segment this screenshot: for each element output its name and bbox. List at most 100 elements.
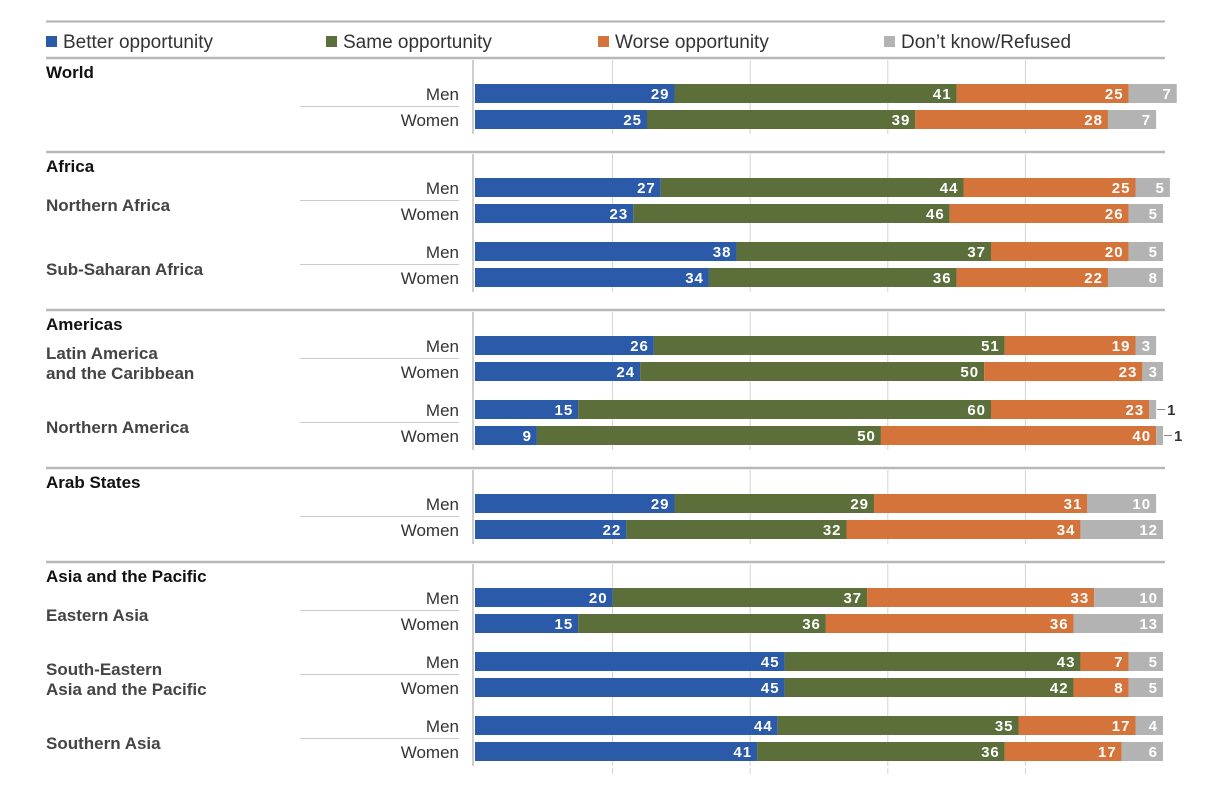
bar-segment xyxy=(1128,204,1163,223)
bar-segment xyxy=(640,362,985,381)
bar-value-label: 5 xyxy=(1149,680,1158,697)
bar-segment xyxy=(674,494,875,513)
bar-value-label: 10 xyxy=(1132,496,1151,513)
gender-label: Men xyxy=(426,179,459,198)
bar-value-label: 60 xyxy=(967,402,986,419)
bar-value-label: 23 xyxy=(610,206,629,223)
bar-value-label: 33 xyxy=(1071,590,1090,607)
region-label: World xyxy=(46,63,94,82)
bar-segment xyxy=(1107,268,1163,287)
bar-value-label: 3 xyxy=(1149,364,1158,381)
gender-label: Men xyxy=(426,653,459,672)
bar-value-label: 5 xyxy=(1149,244,1158,261)
bar-value-label: 29 xyxy=(651,86,670,103)
gender-label: Men xyxy=(426,495,459,514)
bar-value-label: 51 xyxy=(981,338,1000,355)
bar-value-label: 15 xyxy=(555,616,574,633)
bar-value-label: 44 xyxy=(940,180,959,197)
subregion-label: Eastern Asia xyxy=(46,606,149,625)
bar-segment xyxy=(825,614,1074,633)
region-label: Africa xyxy=(46,157,95,176)
bar-segment xyxy=(1073,614,1163,633)
bar-segment xyxy=(1135,178,1170,197)
legend-swatch xyxy=(598,36,609,47)
bar-value-label: 8 xyxy=(1149,270,1158,287)
bar-value-label: 25 xyxy=(1112,180,1131,197)
bar-value-label: 42 xyxy=(1050,680,1069,697)
bar-segment xyxy=(1135,336,1157,355)
bar-value-label: 38 xyxy=(713,244,732,261)
bar-segment xyxy=(1128,652,1163,671)
subregion-label-line: and the Caribbean xyxy=(46,364,194,383)
bar-value-label: 5 xyxy=(1149,654,1158,671)
bar-segment xyxy=(475,716,778,735)
subregion-label: Northern America xyxy=(46,418,190,437)
bar-value-label: 34 xyxy=(1057,522,1076,539)
bar-value-label: 45 xyxy=(761,680,780,697)
bar-value-label: 10 xyxy=(1139,590,1158,607)
subregion-label-line: Latin America xyxy=(46,344,158,363)
legend: Better opportunity Same opportunity Worse … xyxy=(46,32,1071,53)
bar-segment xyxy=(674,84,957,103)
bar-segment xyxy=(475,494,675,513)
bar-segment xyxy=(1080,520,1163,539)
bar-value-label: 22 xyxy=(603,522,622,539)
bar-value-label: 36 xyxy=(802,616,821,633)
legend-swatch xyxy=(326,36,337,47)
bar-segment xyxy=(475,84,675,103)
bar-segment xyxy=(647,110,916,129)
bar-value-label: 29 xyxy=(651,496,670,513)
gender-label: Women xyxy=(401,111,459,130)
bar-segment xyxy=(475,242,737,261)
gender-label: Women xyxy=(401,615,459,634)
bar-value-label: 39 xyxy=(892,112,911,129)
bar-segment xyxy=(653,336,1005,355)
gender-label: Men xyxy=(426,243,459,262)
bar-value-label: 7 xyxy=(1114,654,1123,671)
legend-label: Same opportunity xyxy=(343,32,492,53)
bar-value-label: 41 xyxy=(733,744,752,761)
bar-value-label: 32 xyxy=(823,522,842,539)
bar-segment xyxy=(475,204,634,223)
bar-segment xyxy=(1128,242,1163,261)
row-labels: World Africa Northern Africa Sub-Saharan Af… xyxy=(46,63,459,762)
gender-label: Men xyxy=(426,337,459,356)
bar-segment xyxy=(626,520,847,539)
bar-segment xyxy=(991,400,1150,419)
bar-segment xyxy=(475,614,579,633)
subregion-label-line: South-Eastern xyxy=(46,660,162,679)
bar-value-label: 6 xyxy=(1149,744,1158,761)
bar-segment xyxy=(612,588,868,607)
gender-label: Men xyxy=(426,401,459,420)
subregion-label: Sub-Saharan Africa xyxy=(46,260,204,279)
bar-value-label: 25 xyxy=(623,112,642,129)
bar-value-label: 23 xyxy=(1126,402,1145,419)
bars: 29 41 25 725 39 28 727 44 25 523 46 26 538 37 20 534 36 2… xyxy=(475,84,1182,761)
bar-segment xyxy=(475,400,579,419)
subregion-label: Northern Africa xyxy=(46,196,171,215)
bar-value-label: 26 xyxy=(1105,206,1124,223)
bar-segment xyxy=(1149,400,1157,419)
bar-segment xyxy=(1121,742,1163,761)
legend-label: Worse opportunity xyxy=(615,32,769,53)
bar-value-label: 5 xyxy=(1149,206,1158,223)
bar-segment xyxy=(1142,362,1163,381)
bar-value-label: 19 xyxy=(1112,338,1131,355)
gender-label: Men xyxy=(426,85,459,104)
bar-value-label: 8 xyxy=(1114,680,1123,697)
bar-segment xyxy=(1004,336,1136,355)
bar-value-label: 41 xyxy=(933,86,952,103)
bar-value-label: 3 xyxy=(1142,338,1151,355)
bar-segment xyxy=(991,242,1129,261)
bar-segment xyxy=(536,426,881,445)
bar-value-label: 40 xyxy=(1132,428,1151,445)
bar-value-label: 43 xyxy=(1057,654,1076,671)
bar-segment xyxy=(1080,652,1129,671)
legend-swatch xyxy=(884,36,895,47)
bar-value-label: 27 xyxy=(637,180,656,197)
bar-segment xyxy=(1128,678,1163,697)
region-label: Asia and the Pacific xyxy=(46,567,207,586)
bar-segment xyxy=(757,742,1005,761)
gender-label: Women xyxy=(401,743,459,762)
